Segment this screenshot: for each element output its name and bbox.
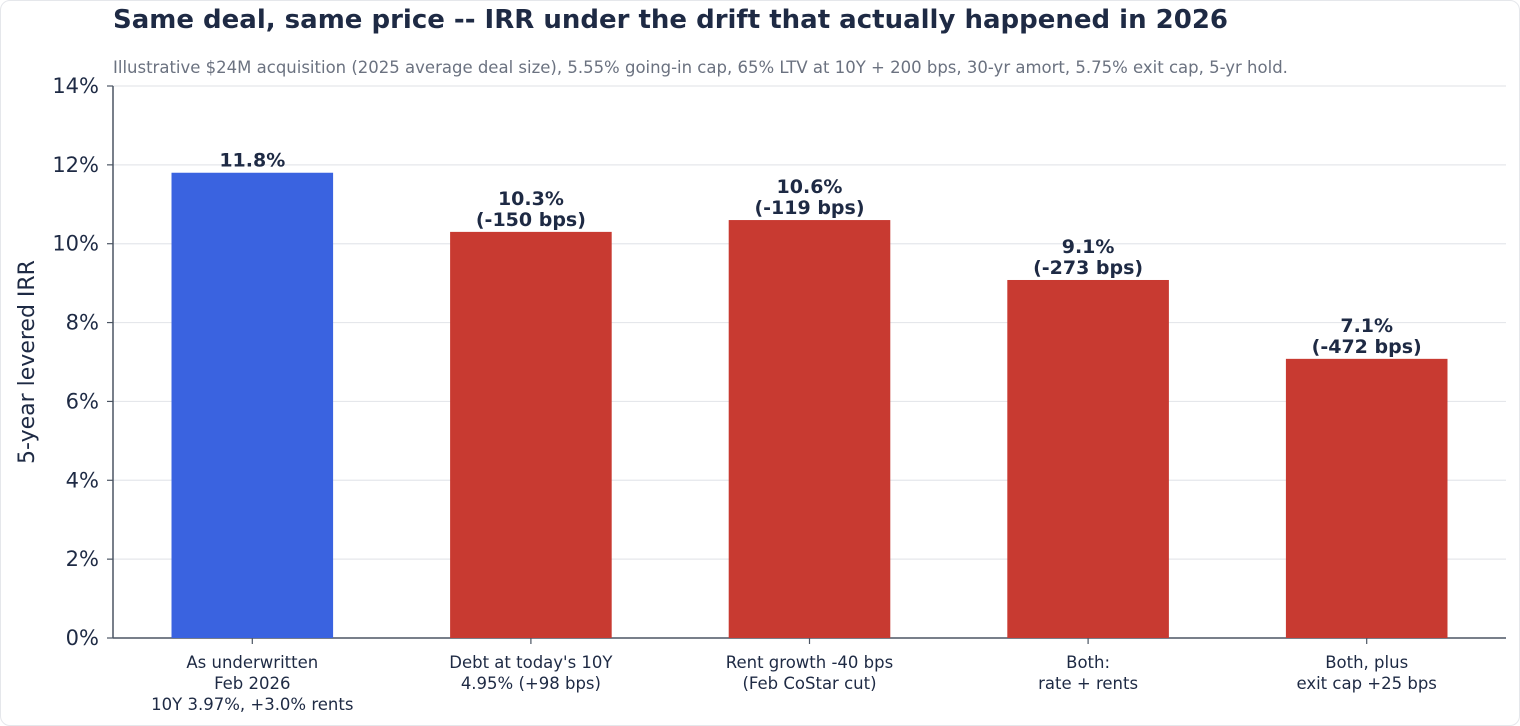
y-tick-label: 10% [52,232,99,256]
x-category-label: Both: [1066,653,1110,672]
x-category-label: Feb 2026 [214,674,290,693]
x-category-label: Debt at today's 10Y [449,653,613,672]
bar-value-label: (-150 bps) [476,209,586,231]
y-tick-label: 2% [66,547,99,571]
y-axis-label: 5-year levered IRR [15,260,40,464]
x-category-label: Rent growth -40 bps [726,653,893,672]
bar-value-label: 7.1% [1340,315,1393,337]
bar [1285,358,1448,638]
y-tick-label: 4% [66,468,99,492]
bar-value-label: 9.1% [1062,236,1115,258]
x-category-label: 10Y 3.97%, +3.0% rents [151,695,353,714]
x-category-label: exit cap +25 bps [1296,674,1436,693]
bar-value-label: (-472 bps) [1312,336,1422,358]
bar-value-label: 10.3% [498,188,564,210]
x-category-label: rate + rents [1038,674,1138,693]
bar-value-label: (-273 bps) [1033,257,1143,279]
x-category-label: 4.95% (+98 bps) [461,674,601,693]
bar-value-label: (-119 bps) [754,197,864,219]
x-category-label: As underwritten [186,653,318,672]
y-tick-label: 14% [52,74,99,98]
x-category-label: Both, plus [1325,653,1408,672]
bar [450,231,612,638]
x-category-label: (Feb CoStar cut) [742,674,876,693]
bar-value-label: 11.8% [219,150,285,172]
bar [1007,279,1169,638]
bar-value-label: 10.6% [777,176,843,198]
bar [171,172,334,638]
y-tick-label: 6% [66,389,99,413]
chart-title: Same deal, same price -- IRR under the d… [113,5,1229,35]
chart-subtitle: Illustrative $24M acquisition (2025 aver… [113,58,1288,77]
y-tick-label: 8% [66,311,99,335]
bar [728,220,891,639]
y-tick-label: 0% [66,626,99,650]
y-tick-label: 12% [52,153,99,177]
